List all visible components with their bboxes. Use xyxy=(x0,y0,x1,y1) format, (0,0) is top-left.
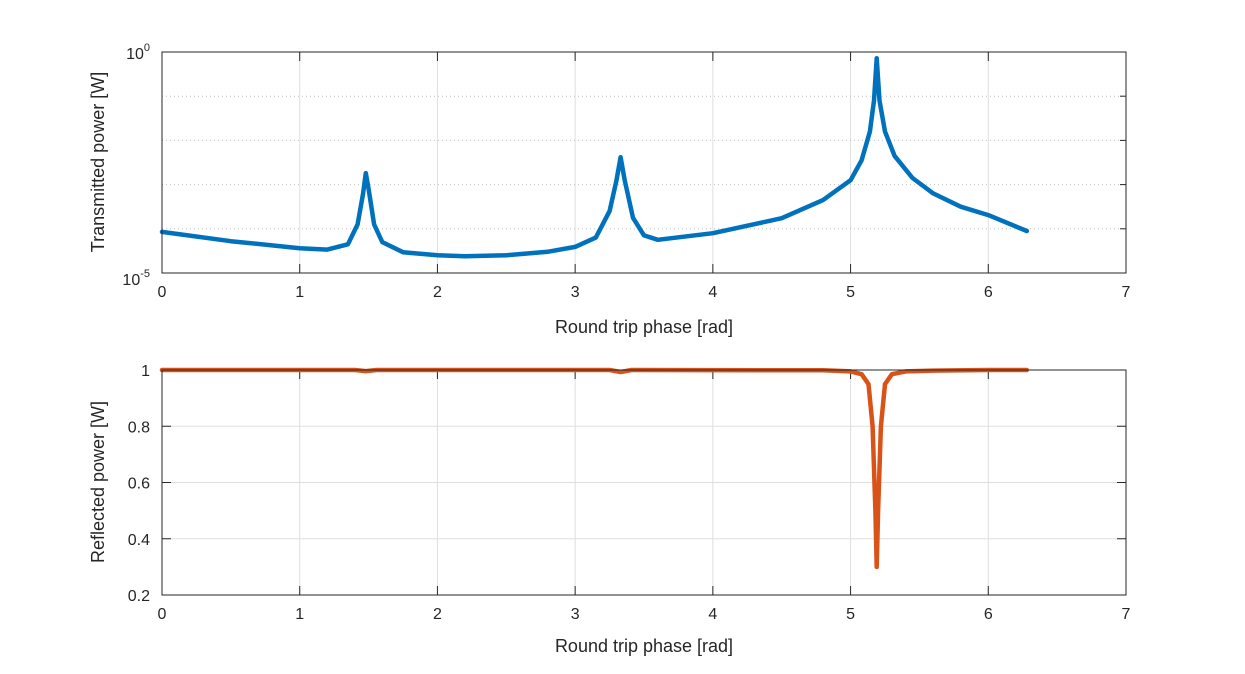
y-tick-top: 100 xyxy=(126,42,150,63)
transmitted-power-axes: 0 1 2 3 4 5 6 7 100 10-5 Round trip phase [rad]… xyxy=(88,42,1131,337)
x-tick-labels: 0 1 2 3 4 5 6 7 xyxy=(158,606,1131,623)
x-tick-label: 3 xyxy=(571,606,580,623)
x-tick-label: 2 xyxy=(433,606,442,623)
x-tick-label: 3 xyxy=(571,284,580,301)
y-tick-labels: 100 10-5 xyxy=(122,42,150,289)
y-tick-label: 0.2 xyxy=(128,588,150,605)
grid-lines xyxy=(161,52,1127,273)
y-axis-label: Reflected power [W] xyxy=(88,401,108,563)
x-tick-label: 1 xyxy=(295,284,304,301)
x-tick-label: 0 xyxy=(158,284,167,301)
x-tick-label: 5 xyxy=(846,284,855,301)
reflected-power-axes: 0 1 2 3 4 5 6 7 0.2 0.4 0.6 0.8 1 Round trip phase … xyxy=(88,363,1131,656)
y-tick-label: 0.6 xyxy=(128,476,150,493)
x-tick-label: 1 xyxy=(295,606,304,623)
transmitted-power-line xyxy=(159,55,1030,259)
y-axis-label: Transmitted power [W] xyxy=(88,72,108,252)
x-tick-label: 4 xyxy=(708,284,717,301)
plot-area xyxy=(162,52,1126,273)
x-tick-label: 5 xyxy=(846,606,855,623)
x-tick-label: 0 xyxy=(158,606,167,623)
x-axis-label: Round trip phase [rad] xyxy=(555,636,733,656)
y-tick-label: 1 xyxy=(141,363,150,380)
x-tick-label: 6 xyxy=(984,606,993,623)
x-tick-labels: 0 1 2 3 4 5 6 7 xyxy=(158,284,1131,301)
y-tick-labels: 0.2 0.4 0.6 0.8 1 xyxy=(128,363,150,605)
grid-lines xyxy=(161,369,1127,596)
x-tick-label: 7 xyxy=(1122,606,1131,623)
y-tick-label: 0.4 xyxy=(128,532,150,549)
x-tick-label: 4 xyxy=(708,606,717,623)
x-axis-label: Round trip phase [rad] xyxy=(555,317,733,337)
minor-grid-lines xyxy=(162,95,1126,230)
x-tick-label: 6 xyxy=(984,284,993,301)
axes-box xyxy=(161,369,1127,596)
y-tick-label: 0.8 xyxy=(128,419,150,436)
axes-box xyxy=(161,51,1127,274)
y-tick-bottom: 10-5 xyxy=(122,268,150,289)
x-tick-label: 7 xyxy=(1122,284,1131,301)
x-tick-label: 2 xyxy=(433,284,442,301)
